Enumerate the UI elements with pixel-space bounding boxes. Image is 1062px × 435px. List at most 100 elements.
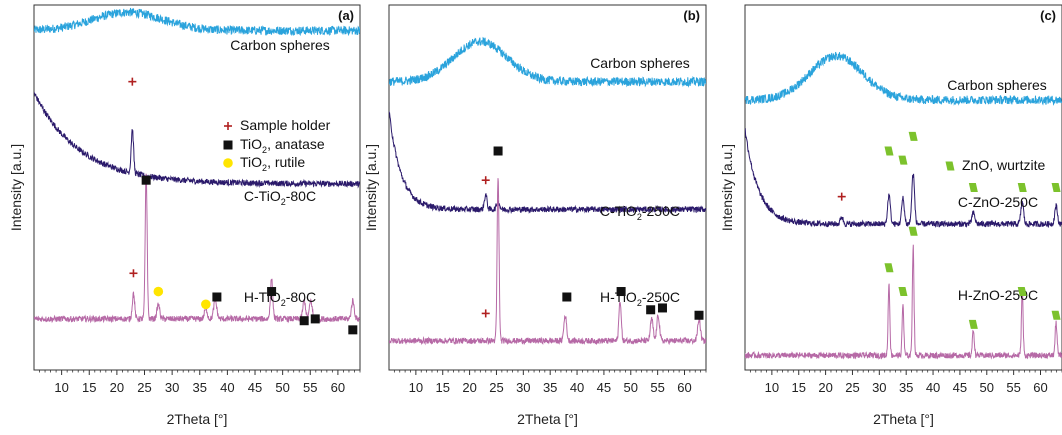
x-tick-label: 25 (489, 380, 503, 395)
series-line-composite (745, 127, 1062, 229)
rutile-marker (201, 299, 211, 310)
legend-label: TiO2, rutile (240, 154, 305, 173)
zno-marker (1017, 183, 1027, 192)
zno-marker (968, 319, 978, 329)
zno-marker (1051, 310, 1061, 320)
series-line-carbon (34, 7, 360, 37)
series-line-hydro (745, 244, 1062, 360)
plot-frame (744, 4, 1062, 371)
anatase-marker (310, 314, 320, 324)
x-tick-label: 55 (650, 380, 664, 395)
y-axis-title: Intensity [a.u.] (8, 144, 24, 231)
panel-label: (a) (338, 8, 354, 23)
x-tick-label: 60 (1033, 380, 1047, 395)
anatase-marker (493, 146, 503, 156)
x-tick-label: 25 (845, 380, 859, 395)
zno-marker (884, 146, 894, 156)
series-label-composite: C-TiO2-250C (600, 203, 680, 222)
x-tick-label: 10 (765, 380, 779, 395)
x-axis-title: 2Theta [°] (167, 411, 228, 427)
holder-marker (129, 269, 138, 278)
legend-item: Sample holder (224, 117, 331, 133)
holder-marker (128, 77, 137, 86)
series-label-hydro: H-ZnO-250C (958, 287, 1038, 303)
x-tick-label: 50 (624, 380, 638, 395)
legend-item: ZnO, wurtzite (945, 157, 1045, 173)
x-tick-label: 30 (516, 380, 530, 395)
x-tick-label: 15 (82, 380, 96, 395)
panel-label: (c) (1040, 8, 1056, 23)
x-tick-label: 60 (677, 380, 691, 395)
legend-zno-marker (945, 161, 955, 171)
holder-marker (837, 192, 846, 201)
plot-frame (388, 4, 707, 371)
series-label-composite: C-ZnO-250C (958, 194, 1038, 210)
zno-marker (898, 287, 908, 297)
panel-c: Carbon spheres C-ZnO-250C H-ZnO-250C ZnO, w… (719, 4, 1062, 427)
holder-marker (481, 176, 490, 185)
series-line-composite (34, 91, 360, 189)
x-tick-label: 35 (193, 380, 207, 395)
zno-marker (908, 226, 918, 236)
series-label-hydro: H-TiO2-250C (600, 289, 680, 308)
zno-marker (908, 131, 918, 141)
x-tick-label: 30 (165, 380, 179, 395)
x-tick-label: 35 (543, 380, 557, 395)
x-tick-label: 50 (275, 380, 289, 395)
x-tick-label: 10 (54, 380, 68, 395)
panel-b: Carbon spheres C-TiO2-250C H-TiO2-250C (b) 1… (363, 4, 707, 427)
series-line-carbon (745, 51, 1062, 106)
rutile-marker (153, 286, 164, 297)
anatase-marker (694, 310, 704, 320)
panel-a: Carbon spheresC-TiO2-80CH-TiO2-80CSample… (8, 4, 361, 427)
anatase-marker (212, 292, 222, 302)
x-tick-label: 40 (926, 380, 940, 395)
series-label-carbon: Carbon spheres (590, 55, 690, 71)
x-tick-label: 15 (435, 380, 449, 395)
x-tick-label: 20 (110, 380, 124, 395)
legend-holder-marker (224, 122, 232, 130)
x-tick-label: 10 (409, 380, 423, 395)
legend-label: ZnO, wurtzite (962, 157, 1045, 173)
zno-marker (968, 183, 978, 192)
zno-marker (884, 263, 894, 273)
anatase-marker (616, 287, 626, 297)
legend-label: TiO2, anatase (240, 136, 325, 155)
legend-label: Sample holder (240, 117, 331, 133)
legend-anatase-marker (223, 140, 233, 150)
x-tick-label: 30 (872, 380, 886, 395)
x-tick-label: 40 (570, 380, 584, 395)
x-tick-label: 55 (303, 380, 317, 395)
anatase-marker (562, 292, 572, 302)
series-line-carbon (389, 36, 706, 88)
legend-item: TiO2, rutile (223, 154, 305, 173)
legend-item: TiO2, anatase (223, 136, 325, 155)
anatase-marker (141, 175, 151, 185)
x-tick-label: 45 (597, 380, 611, 395)
x-axis-title: 2Theta [°] (873, 411, 934, 427)
series-line-composite (389, 111, 706, 215)
series-label-carbon: Carbon spheres (230, 37, 330, 53)
plot-frame (33, 4, 361, 371)
panel-label: (b) (683, 8, 700, 23)
x-tick-label: 45 (248, 380, 262, 395)
x-tick-label: 15 (791, 380, 805, 395)
y-axis-title: Intensity [a.u.] (719, 144, 735, 231)
y-axis-title: Intensity [a.u.] (363, 144, 379, 231)
series-label-carbon: Carbon spheres (947, 77, 1047, 93)
series-line-hydro (34, 173, 360, 324)
x-tick-label: 55 (1006, 380, 1020, 395)
x-tick-label: 40 (220, 380, 234, 395)
zno-marker (898, 155, 908, 165)
anatase-marker (657, 303, 667, 313)
x-tick-label: 50 (980, 380, 994, 395)
x-tick-label: 60 (331, 380, 345, 395)
x-tick-label: 20 (818, 380, 832, 395)
anatase-marker (348, 325, 358, 335)
zno-marker (1017, 287, 1027, 297)
x-tick-label: 25 (137, 380, 151, 395)
series-line-hydro (389, 178, 706, 346)
anatase-marker (299, 316, 309, 326)
anatase-marker (646, 305, 656, 315)
